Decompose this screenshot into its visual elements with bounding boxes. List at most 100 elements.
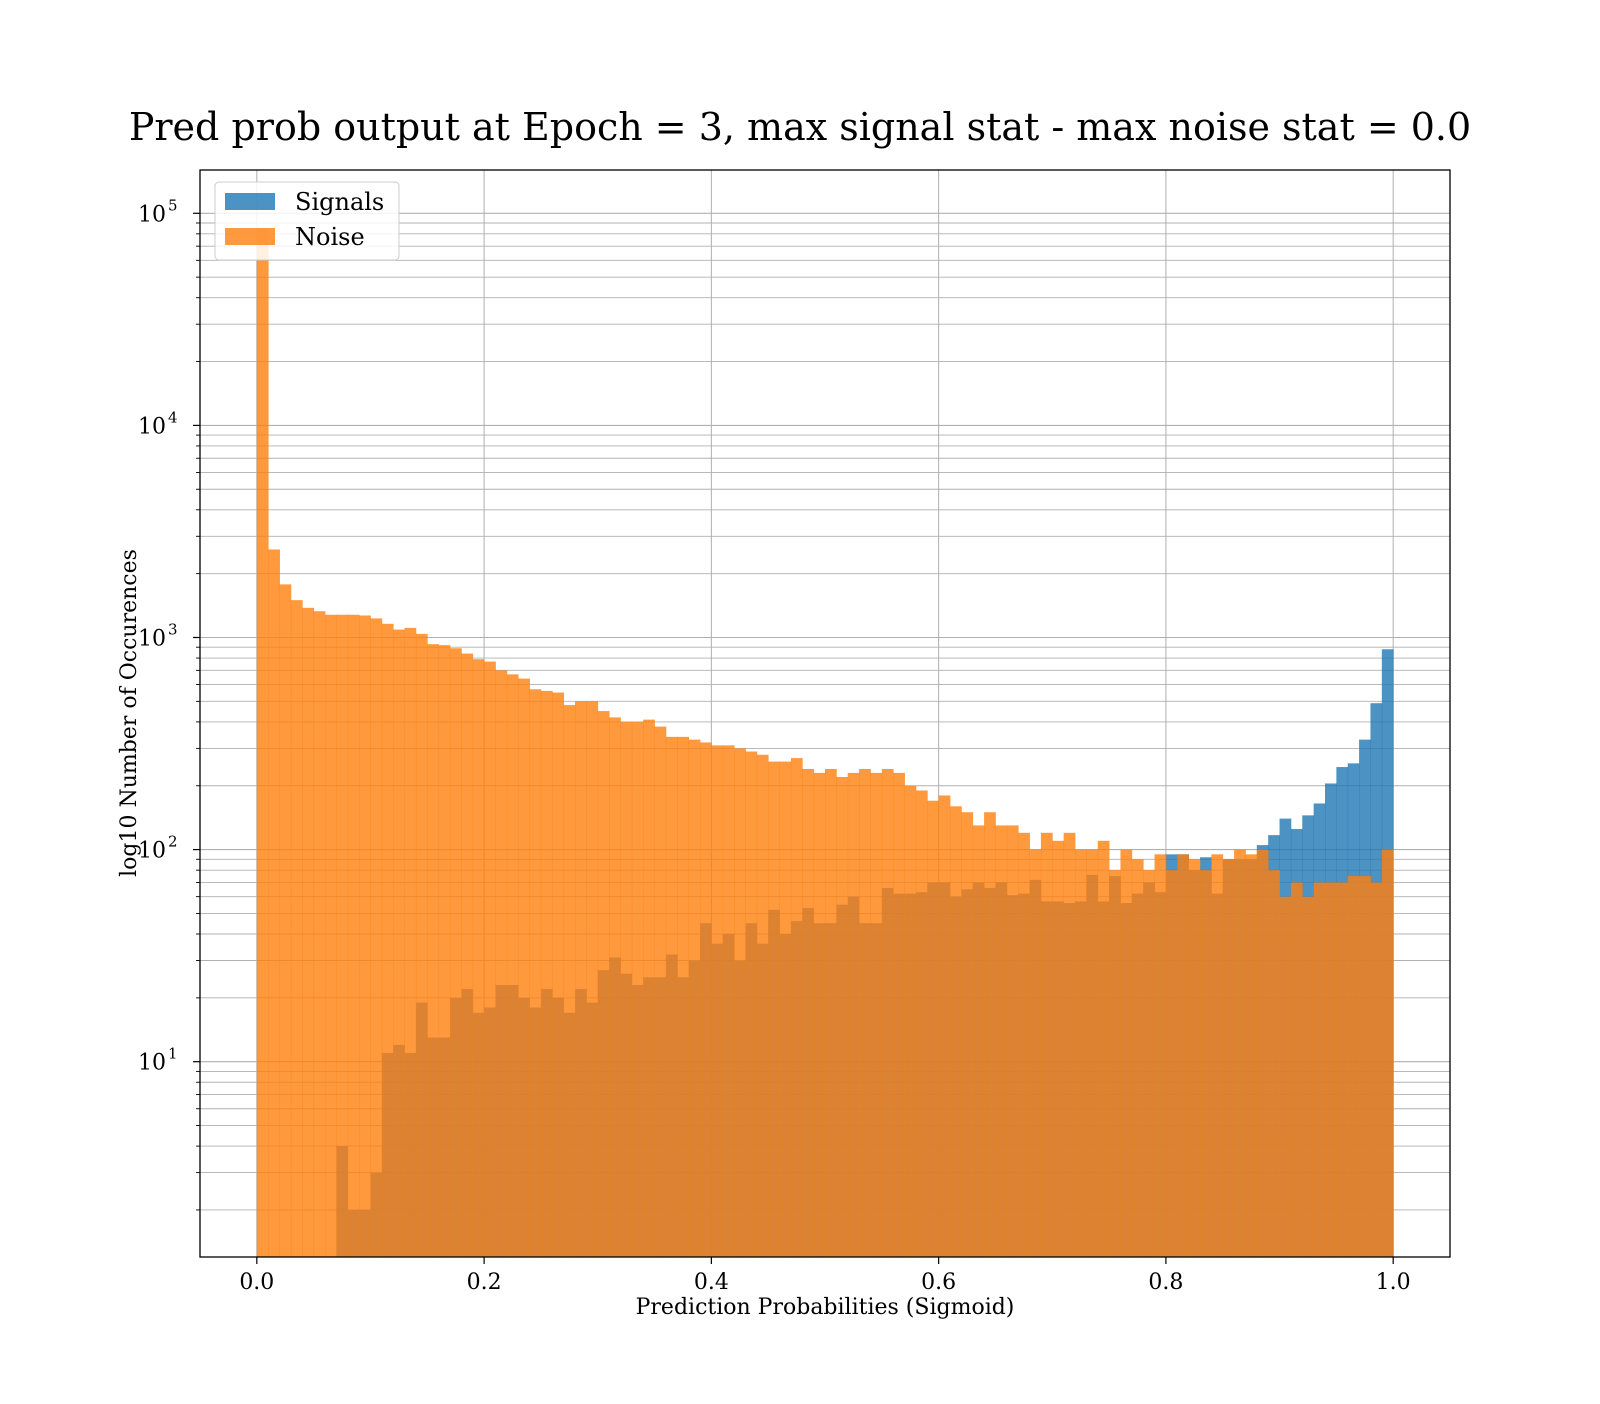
histogram-bar-noise [518, 678, 530, 1257]
histogram-bar-noise [881, 768, 894, 1257]
histogram-bar-noise [552, 692, 565, 1257]
histogram-bar-noise [859, 768, 871, 1257]
histogram-bar-noise [529, 689, 542, 1257]
histogram-bar-noise [1120, 849, 1133, 1257]
histogram-bar-noise [1109, 870, 1121, 1257]
histogram-bar-noise [1063, 832, 1076, 1257]
legend-label-signals: Signals [295, 188, 384, 216]
histogram-bar-noise [461, 653, 474, 1257]
y-tick-label: 10 [138, 626, 166, 651]
histogram-bar-noise [984, 812, 996, 1257]
histogram-bar-noise [1154, 854, 1167, 1257]
histogram-bar-noise [1234, 849, 1246, 1257]
x-tick-label: 0.0 [239, 1270, 274, 1295]
histogram-bar-noise [290, 600, 303, 1257]
histogram-bar-noise [586, 701, 599, 1257]
histogram-bar-noise [1052, 840, 1065, 1257]
y-tick-exponent: 2 [168, 833, 178, 851]
x-axis-label: Prediction Probabilities (Sigmoid) [636, 1295, 1015, 1320]
histogram-bar-noise [1165, 870, 1178, 1257]
histogram-bar-noise [381, 623, 394, 1257]
histogram-bar-noise [972, 825, 985, 1257]
histogram-bar-noise [1222, 859, 1235, 1257]
histogram-bar-noise [506, 674, 519, 1257]
histogram-bar-noise [609, 717, 621, 1257]
histogram-bar-noise [1325, 882, 1337, 1257]
histogram-bar-noise [495, 670, 508, 1257]
x-tick-label: 0.4 [694, 1270, 729, 1295]
histogram-bar-noise [995, 825, 1008, 1257]
histogram-bar-noise [1245, 854, 1258, 1257]
y-tick-label: 10 [138, 1051, 166, 1076]
histogram-bar-noise [893, 772, 905, 1257]
histogram-bar-noise [563, 705, 576, 1257]
y-tick-exponent: 5 [168, 196, 178, 214]
histogram-bar-noise [450, 648, 462, 1257]
histogram-bar-noise [904, 785, 917, 1257]
histogram-bar-noise [631, 721, 644, 1257]
histogram-bar-noise [1200, 870, 1212, 1257]
histogram-bar-noise [950, 806, 962, 1257]
histogram-bar-noise [790, 758, 803, 1257]
histogram-bar-noise [847, 772, 860, 1257]
histogram-bar-noise [302, 607, 315, 1257]
y-tick-label: 10 [138, 414, 166, 439]
x-tick-label: 0.2 [467, 1270, 502, 1295]
histogram-bar-noise [1268, 870, 1280, 1257]
histogram-bar-noise [472, 659, 485, 1257]
histogram-bar-noise [540, 690, 553, 1257]
histogram-bar-noise [1131, 859, 1144, 1257]
histogram-bar-noise [347, 614, 360, 1257]
histogram-bar-noise [813, 772, 826, 1257]
histogram-bar-noise [802, 768, 815, 1257]
histogram-bar-noise [722, 745, 735, 1257]
legend: Signals Noise [214, 181, 400, 261]
histogram-bar-noise [313, 611, 326, 1257]
histogram-bar-noise [1143, 870, 1155, 1257]
histogram-bar-noise [1188, 859, 1201, 1257]
histogram-bar-noise [1006, 825, 1019, 1257]
histogram-bar-noise [438, 645, 451, 1257]
histogram-bar-noise [745, 751, 758, 1257]
histogram-bar-noise [256, 228, 269, 1257]
histogram-bar-noise [1018, 832, 1030, 1257]
histogram-bar-noise [1040, 832, 1053, 1257]
y-tick-exponent: 4 [168, 408, 178, 426]
y-tick-exponent: 3 [168, 620, 178, 638]
legend-label-noise: Noise [295, 223, 365, 251]
histogram-bar-noise [1177, 854, 1190, 1257]
histogram-bar-noise [768, 761, 780, 1257]
histogram-bar-noise [1381, 849, 1394, 1257]
plot-frame [199, 169, 1451, 1258]
histogram-bar-noise [665, 736, 678, 1257]
histogram-bar-noise [1256, 849, 1269, 1257]
y-axis-label: log10 Number of Occurences [117, 549, 142, 877]
histogram-bar-noise [836, 776, 849, 1257]
histogram-bar-noise [779, 761, 792, 1257]
histogram-bar-noise [938, 795, 951, 1257]
legend-swatch-noise [225, 228, 275, 245]
histogram-bar-noise [870, 772, 883, 1257]
histogram-bar-noise [279, 584, 292, 1257]
histogram-bar-noise [1290, 882, 1303, 1257]
histogram-bar-noise [359, 615, 371, 1257]
histogram-bar-noise [268, 549, 280, 1257]
histogram-bar-noise [734, 748, 746, 1257]
bars-layer [256, 228, 1394, 1257]
histogram-bar-noise [393, 629, 405, 1257]
x-tick-label: 0.6 [921, 1270, 956, 1295]
histogram-bar-noise [1313, 882, 1326, 1257]
histogram-bar-noise [961, 812, 974, 1257]
histogram-bar-noise [1086, 849, 1099, 1257]
histogram-bar-noise [1302, 896, 1315, 1257]
histogram-bar-noise [756, 754, 769, 1257]
histogram-bar-noise [700, 742, 712, 1257]
histogram-bar-noise [1097, 840, 1110, 1257]
histogram-bar-noise [643, 719, 655, 1257]
histogram-bar-noise [711, 745, 724, 1257]
histogram-bar-noise [1336, 882, 1349, 1257]
histogram-bar-noise [927, 800, 940, 1257]
